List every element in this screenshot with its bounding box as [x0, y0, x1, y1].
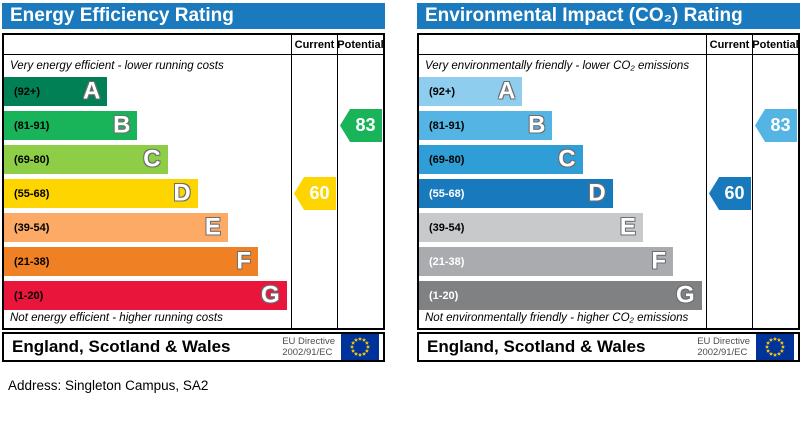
band-letter: A	[82, 77, 101, 105]
band-range-label: (81-91)	[429, 119, 465, 132]
current-column-header: Current	[706, 35, 752, 54]
bands-area: Very environmentally friendly - lower CO…	[419, 55, 706, 328]
bands-list: (92+) A (81-91) B (69-80) C (55-68) D (39-54) E (2…	[419, 77, 706, 310]
current-column: 60	[291, 55, 337, 328]
bottom-caption: Not energy efficient - higher running co…	[10, 312, 223, 324]
current-column: 60	[706, 55, 752, 328]
band-range-label: (39-54)	[14, 221, 50, 234]
current-rating-arrow: 60	[294, 177, 336, 210]
potential-column-header: Potential	[337, 35, 383, 54]
potential-rating-arrow: 83	[755, 109, 797, 142]
region-label: England, Scotland & Wales	[427, 337, 646, 356]
band-range-label: (69-80)	[14, 153, 50, 166]
column-header-row: Current Potential	[419, 35, 798, 55]
potential-rating-arrow: 83	[340, 109, 382, 142]
band-range-label: (69-80)	[429, 153, 465, 166]
energy-efficiency-chart: Energy Efficiency Rating Current Potenti…	[2, 3, 385, 362]
rating-band-b: (81-91) B	[419, 111, 553, 140]
address-line: Address: Singleton Campus, SA2	[8, 378, 209, 393]
band-range-label: (92+)	[429, 85, 455, 98]
band-letter: E	[204, 213, 221, 241]
rating-table: Current Potential Very energy efficient …	[2, 33, 385, 330]
rating-band-g: (1-20) G	[4, 281, 287, 310]
band-letter: G	[261, 281, 280, 309]
eu-directive-line2: 2002/91/EC	[282, 347, 333, 358]
band-range-label: (92+)	[14, 85, 40, 98]
rating-band-f: (21-38) F	[419, 247, 673, 276]
band-letter: E	[619, 213, 636, 241]
chart-title: Environmental Impact (CO₂) Rating	[417, 3, 800, 29]
top-caption: Very energy efficient - lower running co…	[10, 60, 224, 72]
eu-flag-icon	[341, 334, 379, 360]
bands-column-header	[419, 35, 706, 54]
band-range-label: (81-91)	[14, 119, 50, 132]
bands-area: Very energy efficient - lower running co…	[4, 55, 291, 328]
epc-charts-row: Energy Efficiency Rating Current Potenti…	[2, 3, 800, 362]
band-letter: G	[676, 281, 695, 309]
eu-directive-label: EU Directive 2002/91/EC	[282, 336, 335, 359]
rating-band-g: (1-20) G	[419, 281, 702, 310]
rating-band-c: (69-80) C	[419, 145, 583, 174]
potential-column-header: Potential	[752, 35, 798, 54]
rating-band-e: (39-54) E	[4, 213, 228, 242]
top-caption: Very environmentally friendly - lower CO…	[425, 60, 690, 72]
band-range-label: (1-20)	[429, 289, 459, 302]
page: Energy Efficiency Rating Current Potenti…	[2, 3, 800, 393]
band-range-label: (1-20)	[14, 289, 44, 302]
chart-footer: England, Scotland & Wales EU Directive 2…	[417, 332, 800, 362]
band-range-label: (21-38)	[14, 255, 50, 268]
potential-column: 83	[337, 55, 383, 328]
band-letter: D	[588, 179, 606, 207]
band-letter: A	[497, 77, 516, 105]
rating-band-f: (21-38) F	[4, 247, 258, 276]
band-range-label: (55-68)	[429, 187, 465, 200]
chart-footer: England, Scotland & Wales EU Directive 2…	[2, 332, 385, 362]
rating-table: Current Potential Very environmentally f…	[417, 33, 800, 330]
eu-directive-line1: EU Directive	[697, 335, 750, 347]
band-range-label: (21-38)	[429, 255, 465, 268]
rating-band-a: (92+) A	[419, 77, 523, 106]
bands-column-header	[4, 35, 291, 54]
rating-band-a: (92+) A	[4, 77, 108, 106]
band-range-label: (55-68)	[14, 187, 50, 200]
band-letter: D	[173, 179, 191, 207]
potential-column: 83	[752, 55, 798, 328]
eu-directive-line2: 2002/91/EC	[697, 347, 748, 358]
chart-title: Energy Efficiency Rating	[2, 3, 385, 29]
band-letter: F	[651, 247, 666, 275]
bands-list: (92+) A (81-91) B (69-80) C (55-68) D (39-54) E (2…	[4, 77, 291, 310]
current-rating-arrow: 60	[709, 177, 751, 210]
band-letter: F	[236, 247, 251, 275]
region-label: England, Scotland & Wales	[12, 337, 231, 356]
band-letter: B	[113, 111, 131, 139]
rating-band-d: (55-68) D	[419, 179, 613, 208]
eu-directive-line1: EU Directive	[282, 335, 335, 347]
rating-band-e: (39-54) E	[419, 213, 643, 242]
bottom-caption: Not environmentally friendly - higher CO…	[425, 312, 689, 324]
band-letter: B	[528, 111, 546, 139]
environmental-impact-chart: Environmental Impact (CO₂) Rating Curren…	[417, 3, 800, 362]
eu-directive-label: EU Directive 2002/91/EC	[697, 336, 750, 359]
rating-band-d: (55-68) D	[4, 179, 198, 208]
band-letter: C	[143, 145, 161, 173]
band-range-label: (39-54)	[429, 221, 465, 234]
current-column-header: Current	[291, 35, 337, 54]
rating-body: Very environmentally friendly - lower CO…	[419, 55, 798, 328]
rating-band-c: (69-80) C	[4, 145, 168, 174]
rating-body: Very energy efficient - lower running co…	[4, 55, 383, 328]
rating-band-b: (81-91) B	[4, 111, 138, 140]
band-letter: C	[558, 145, 576, 173]
eu-flag-icon	[756, 334, 794, 360]
column-header-row: Current Potential	[4, 35, 383, 55]
